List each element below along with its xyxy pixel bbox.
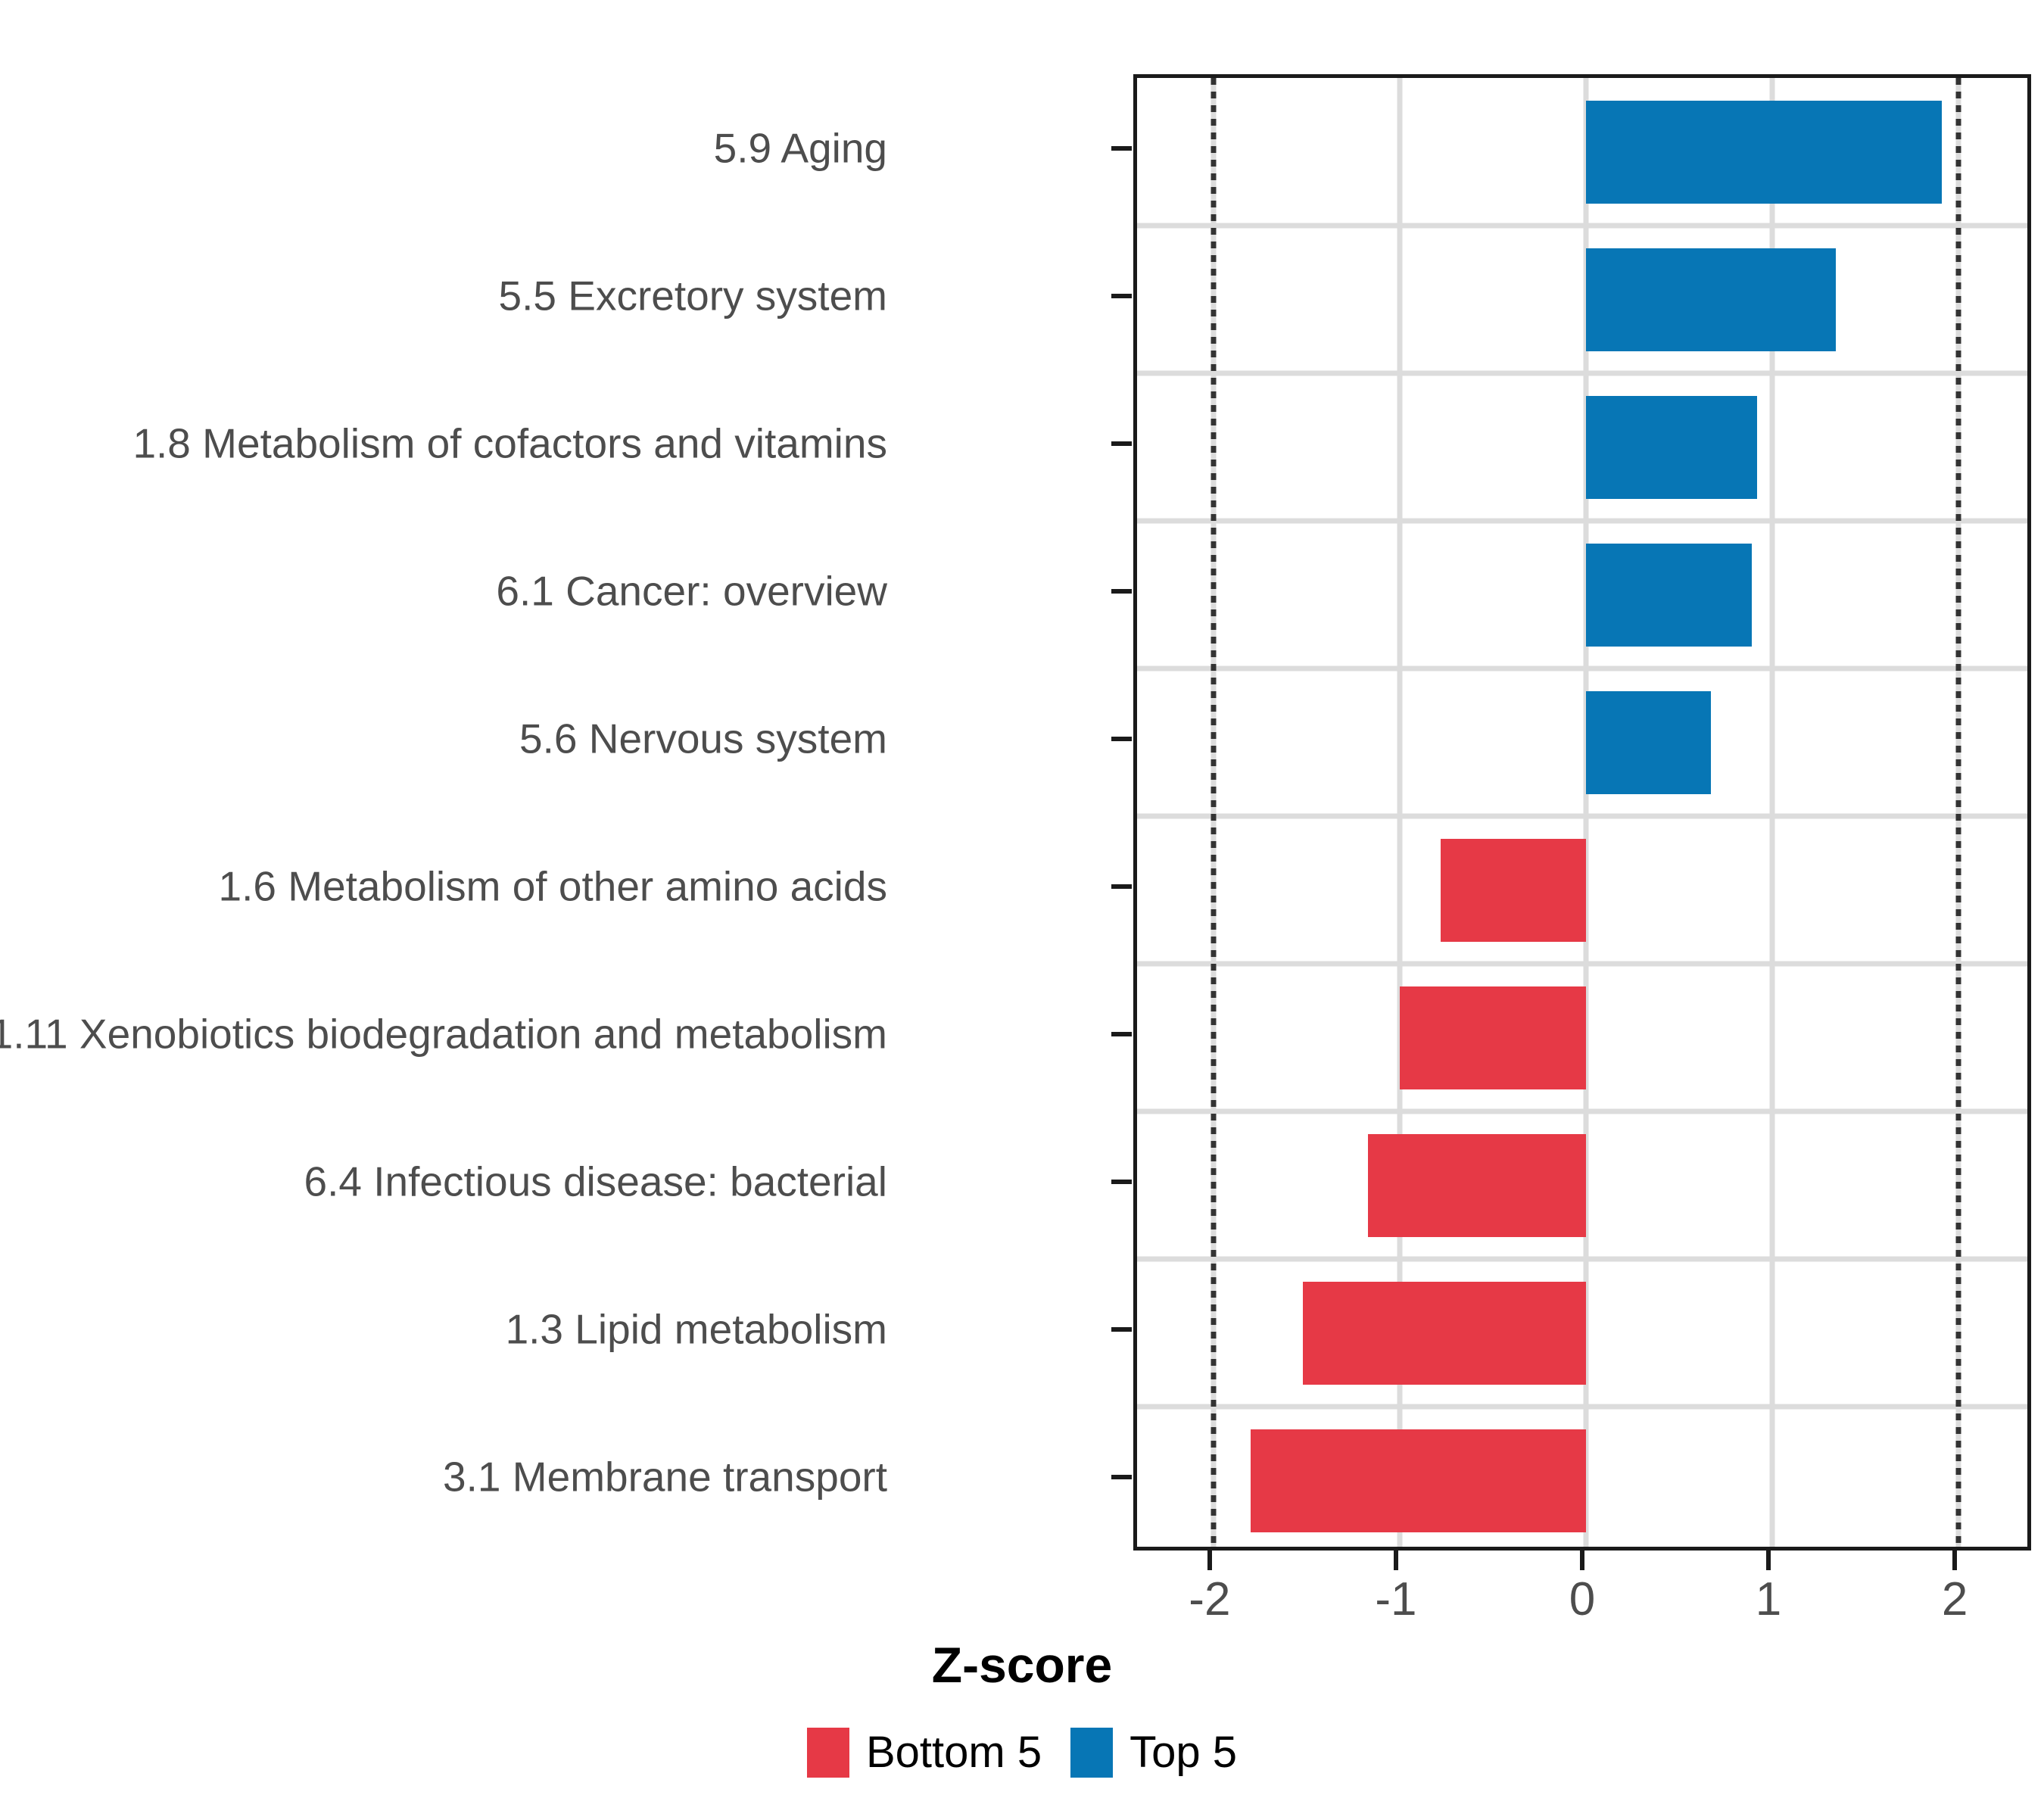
y-axis-tick [1111, 1179, 1132, 1184]
gridline-horizontal [1137, 1256, 2027, 1262]
y-axis-tick-label: 3.1 Membrane transport [443, 1453, 887, 1500]
gridline-horizontal [1137, 223, 2027, 229]
y-axis-tick-label: 1.3 Lipid metabolism [505, 1305, 887, 1352]
y-axis-tick [1111, 1031, 1132, 1036]
y-axis-tick [1111, 293, 1132, 298]
x-axis-tick-label: -1 [1375, 1573, 1417, 1625]
plot-panel [1133, 74, 2031, 1551]
x-axis-title: Z-score [931, 1637, 1113, 1693]
y-axis-tick [1111, 588, 1132, 594]
chart-legend: Bottom 5 Top 5 [0, 1728, 2044, 1778]
reference-line [1211, 78, 1217, 1547]
y-axis-tick-label: 5.6 Nervous system [519, 715, 887, 762]
y-axis-tick [1111, 736, 1132, 741]
reference-line [1955, 78, 1961, 1547]
legend-item[interactable]: Top 5 [1070, 1728, 1237, 1778]
gridline-horizontal [1137, 813, 2027, 819]
y-axis-tick [1111, 145, 1132, 151]
legend-swatch-icon [806, 1728, 849, 1778]
gridline-horizontal [1137, 665, 2027, 672]
gridline-horizontal [1137, 1108, 2027, 1114]
x-axis-tick [1952, 1551, 1958, 1570]
y-axis-tick-label: 6.1 Cancer: overview [496, 567, 887, 614]
x-axis-tick-label: 1 [1755, 1573, 1782, 1625]
bar [1302, 1281, 1586, 1385]
y-axis-tick-label: 1.6 Metabolism of other amino acids [218, 862, 888, 909]
gridline-horizontal [1137, 961, 2027, 967]
gridline-vertical [1769, 78, 1775, 1547]
y-axis-tick [1111, 1474, 1132, 1479]
y-axis-tick-label: 1.8 Metabolism of cofactors and vitamins [132, 419, 887, 466]
gridline-horizontal [1137, 1404, 2027, 1410]
x-axis-tick [1766, 1551, 1771, 1570]
y-axis-tick-label: 5.5 Excretory system [498, 272, 887, 319]
x-axis-tick [1393, 1551, 1398, 1570]
legend-label: Bottom 5 [865, 1728, 1042, 1777]
bar [1251, 1429, 1586, 1532]
bar [1399, 986, 1586, 1089]
bar [1586, 248, 1836, 351]
bar [1368, 1133, 1586, 1237]
y-axis-tick [1111, 1326, 1132, 1332]
gridline-horizontal [1137, 370, 2027, 376]
x-axis-tick [1207, 1551, 1212, 1570]
y-axis-tick-label: 6.4 Infectious disease: bacterial [304, 1158, 887, 1205]
bar [1586, 543, 1752, 647]
bar [1586, 690, 1711, 794]
gridline-vertical [1397, 78, 1403, 1547]
gridline-horizontal [1137, 518, 2027, 524]
y-axis-tick-label: 5.9 Aging [713, 124, 887, 171]
x-axis-tick-label: 2 [1941, 1573, 1968, 1625]
legend-item[interactable]: Bottom 5 [806, 1728, 1042, 1778]
y-axis-tick-label: 1.11 Xenobiotics biodegradation and meta… [0, 1010, 887, 1057]
x-axis-tick-label: 0 [1569, 1573, 1596, 1625]
legend-swatch-icon [1070, 1728, 1114, 1778]
x-axis-tick [1580, 1551, 1584, 1570]
bar [1586, 100, 1942, 204]
gridline-vertical [1583, 78, 1589, 1547]
bar [1586, 395, 1758, 499]
bar [1441, 838, 1586, 942]
x-axis-tick-label: -2 [1189, 1573, 1231, 1625]
y-axis-tick [1111, 884, 1132, 889]
y-axis-tick [1111, 441, 1132, 446]
legend-label: Top 5 [1129, 1728, 1237, 1777]
